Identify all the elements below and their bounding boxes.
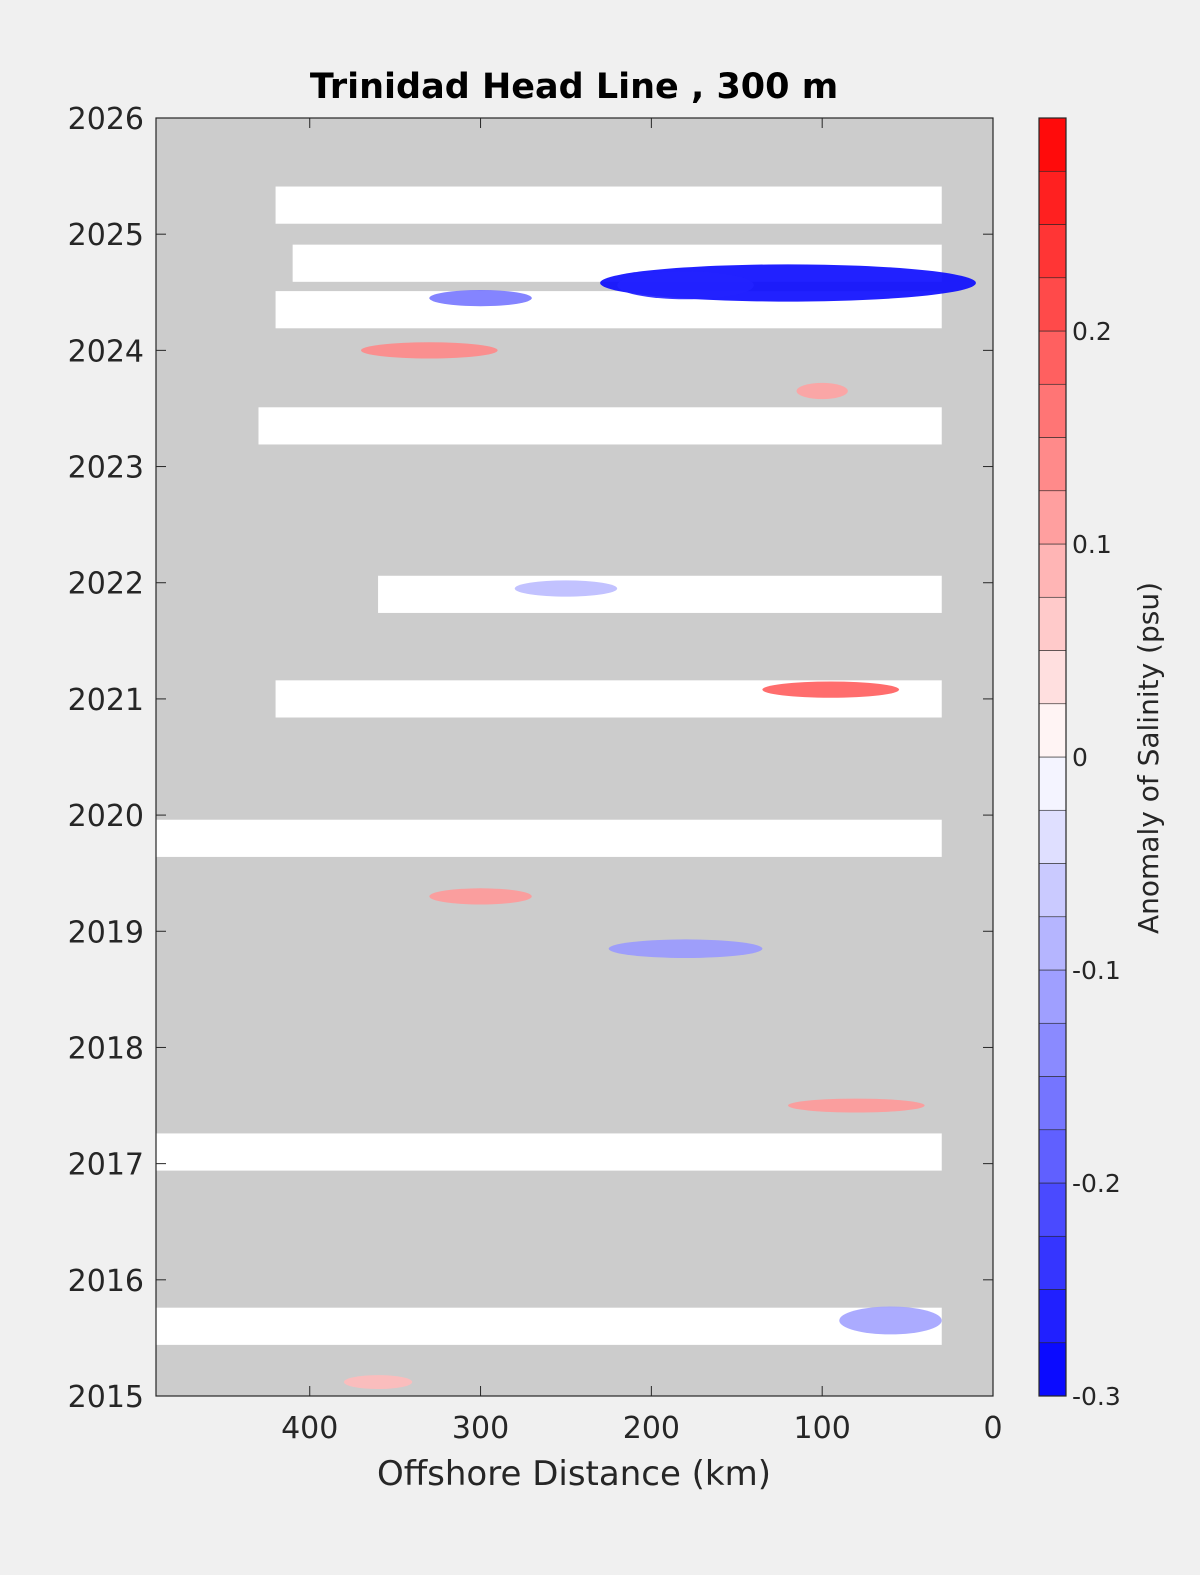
colorbar-level — [1038, 170, 1067, 225]
colorbar-level — [1038, 756, 1067, 811]
x-tick-label: 0 — [983, 1411, 1002, 1446]
y-tick-label: 2021 — [68, 683, 144, 718]
colorbar-ticks: -0.3 -0.2 -0.1 0 0.1 0.2 — [1072, 317, 1121, 1411]
x-tick-label: 400 — [281, 1411, 338, 1446]
anomaly-blob — [617, 271, 754, 300]
colorbar-level — [1038, 1235, 1067, 1290]
colorbar-level — [1038, 117, 1067, 172]
y-tick-label: 2023 — [68, 451, 144, 486]
anomaly-blob — [796, 382, 848, 400]
x-tick-label: 100 — [794, 1411, 851, 1446]
y-tick-label: 2016 — [68, 1264, 144, 1299]
colorbar-level — [1038, 1076, 1067, 1131]
chart-title: Trinidad Head Line , 300 m — [310, 67, 838, 107]
colorbar-tick-label: 0.1 — [1072, 530, 1112, 559]
colorbar-tick-label: -0.2 — [1072, 1169, 1121, 1198]
axes-box — [155, 117, 994, 1397]
colorbar-level — [1038, 809, 1067, 864]
data-field — [156, 186, 976, 1390]
colorbar-level — [1038, 1342, 1067, 1397]
anomaly-blob — [429, 888, 532, 905]
colorbar-tick-label: -0.3 — [1072, 1382, 1121, 1411]
x-axis: 400 300 200 100 0 — [281, 118, 1003, 1446]
data-row — [156, 1133, 942, 1171]
colorbar-level — [1038, 863, 1067, 918]
x-tick-label: 200 — [623, 1411, 680, 1446]
data-row — [156, 1307, 942, 1345]
data-row — [275, 186, 942, 224]
colorbar-tick-label: -0.1 — [1072, 956, 1121, 985]
y-tick-label: 2017 — [68, 1148, 144, 1183]
data-row — [378, 575, 942, 613]
anomaly-blob — [608, 939, 763, 958]
anomaly-blob — [343, 1375, 413, 1390]
colorbar-level — [1038, 596, 1067, 651]
no-data-background — [156, 118, 993, 1396]
colorbar-tick-label: 0 — [1072, 743, 1088, 772]
colorbar-level — [1038, 1289, 1067, 1344]
colorbar-frame — [1038, 117, 1067, 1397]
colorbar-level — [1038, 703, 1067, 758]
colorbar-level — [1038, 1129, 1067, 1184]
anomaly-blob — [762, 681, 900, 698]
data-row — [156, 819, 942, 857]
y-tick-label: 2020 — [68, 799, 144, 834]
colorbar-label: Anomaly of Salinity (psu) — [1132, 582, 1165, 934]
y-tick-label: 2025 — [68, 218, 144, 253]
colorbar-level — [1038, 969, 1067, 1024]
x-tick-label: 300 — [452, 1411, 509, 1446]
anomaly-blob — [514, 580, 618, 597]
y-tick-label: 2022 — [68, 567, 144, 602]
y-tick-label: 2018 — [68, 1031, 144, 1066]
x-axis-label: Offshore Distance (km) — [377, 1454, 771, 1494]
y-tick-label: 2024 — [68, 334, 144, 369]
colorbar-tick-label: 0.2 — [1072, 317, 1112, 346]
colorbar-level — [1038, 437, 1067, 492]
plot-frame — [155, 117, 994, 1397]
y-tick-label: 2026 — [68, 102, 144, 137]
y-tick-label: 2015 — [68, 1380, 144, 1415]
anomaly-blob — [788, 1098, 925, 1113]
y-axis: 2015 2016 2017 2018 2019 2020 2021 2022 2023 2024… — [68, 102, 993, 1415]
data-row — [258, 407, 942, 445]
colorbar — [1038, 117, 1067, 1397]
colorbar-level — [1038, 1182, 1067, 1237]
colorbar-level — [1038, 277, 1067, 332]
colorbar-level — [1038, 1022, 1067, 1077]
colorbar-level — [1038, 543, 1067, 598]
y-tick-label: 2019 — [68, 915, 144, 950]
anomaly-blob — [360, 342, 498, 359]
colorbar-level — [1038, 224, 1067, 279]
anomaly-blob — [839, 1306, 942, 1335]
anomaly-blob — [429, 289, 532, 307]
plot-area — [156, 118, 993, 1396]
colorbar-level — [1038, 330, 1067, 385]
colorbar-level — [1038, 383, 1067, 438]
colorbar-level — [1038, 650, 1067, 705]
colorbar-level — [1038, 490, 1067, 545]
colorbar-level — [1038, 916, 1067, 971]
